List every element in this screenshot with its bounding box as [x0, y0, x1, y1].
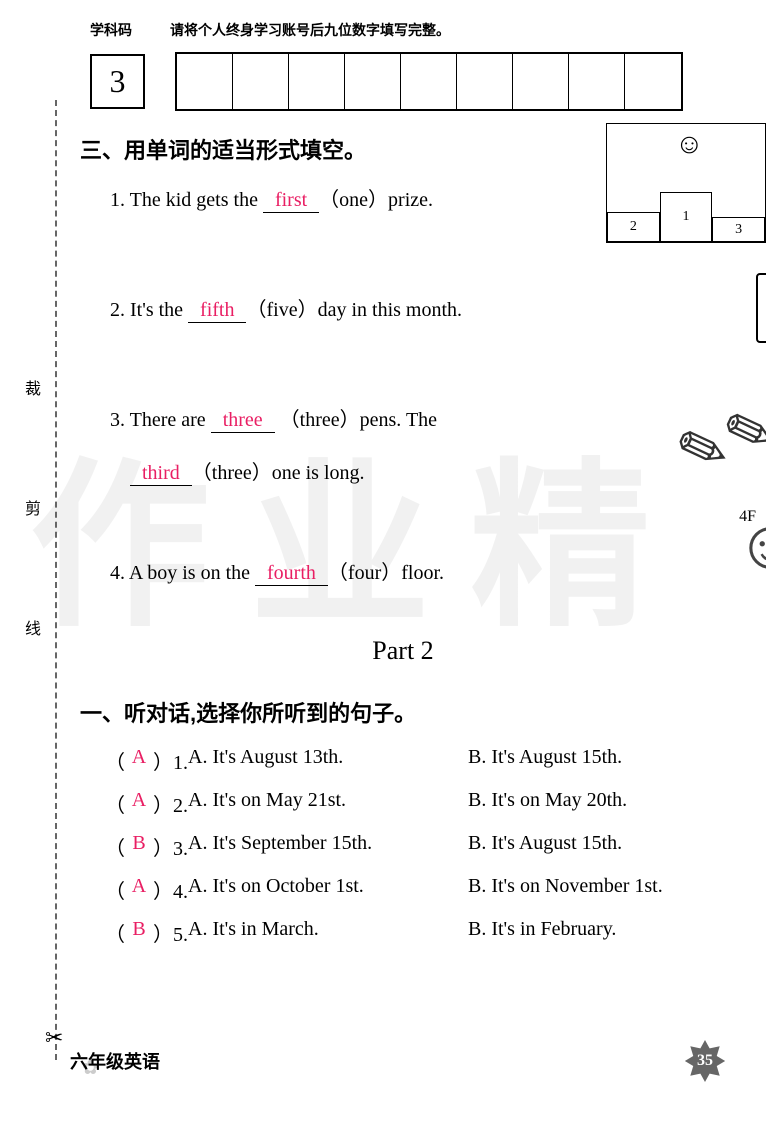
account-cell[interactable] [569, 54, 625, 109]
account-cell[interactable] [177, 54, 233, 109]
code-label: 学科码 [90, 20, 150, 40]
calendar-icon: 5月 5 [756, 273, 766, 343]
cut-side-text: 裁 剪 线 [18, 380, 42, 686]
question-4: 4. A boy is on the fourth（four）floor. 4F… [110, 556, 726, 586]
boy-icon: ☺ [735, 506, 766, 586]
listening-answer: A [125, 875, 153, 904]
q1-answer: first [263, 189, 319, 213]
podium-2: 2 [607, 212, 660, 242]
listening-answer: B [125, 832, 153, 861]
option-b: B. It's in February. [468, 918, 616, 947]
question-3: 3. There are three （three）pens. The thir… [110, 403, 726, 486]
subject-code-box: 3 [90, 54, 145, 109]
listening-list: （A）1. A. It's August 13th.B. It's August… [80, 746, 726, 947]
section1-title: 一、听对话,选择你所听到的句子。 [80, 696, 726, 728]
option-b: B. It's August 15th. [468, 746, 622, 775]
main-content: 三、用单词的适当形式填空。 1. The kid gets the first（… [80, 133, 726, 947]
header-labels-row: 学科码 请将个人终身学习账号后九位数字填写完整。 [90, 20, 726, 44]
option-a: A. It's September 15th. [188, 832, 468, 861]
scissors-icon: ✂ [45, 1025, 63, 1051]
option-a: A. It's in March. [188, 918, 468, 947]
account-cell[interactable] [625, 54, 681, 109]
account-cell[interactable] [233, 54, 289, 109]
cut-line [55, 100, 57, 1060]
option-a: A. It's on October 1st. [188, 875, 468, 904]
q3-mid: （three）pens. The [280, 409, 437, 431]
account-cell[interactable] [345, 54, 401, 109]
q4-post: （four）floor. [328, 562, 444, 584]
q2-pre: 2. It's the [110, 299, 188, 321]
listening-item: （A）4. A. It's on October 1st.B. It's on … [105, 875, 726, 904]
listening-item: （B）5. A. It's in March.B. It's in Februa… [105, 918, 726, 947]
podium-1: 1 [660, 192, 713, 242]
footer: 六年级英语 35 [70, 1040, 726, 1082]
cal-day: 5 [758, 296, 766, 328]
kid-icon: ☺ [675, 129, 704, 161]
question-1: 1. The kid gets the first（one）prize. ☺ 2… [110, 183, 726, 213]
q1-post: （one）prize. [319, 189, 433, 211]
q2-answer: fifth [188, 299, 246, 323]
listening-answer: A [125, 789, 153, 818]
account-cell[interactable] [457, 54, 513, 109]
listening-answer: A [125, 746, 153, 775]
part2-title: Part 2 [80, 636, 726, 666]
option-b: B. It's on May 20th. [468, 789, 627, 818]
option-a: A. It's August 13th. [188, 746, 468, 775]
boxes-row: 3 [90, 52, 726, 111]
account-boxes[interactable] [175, 52, 683, 111]
listening-answer: B [125, 918, 153, 947]
option-b: B. It's on November 1st. [468, 875, 663, 904]
account-cell[interactable] [401, 54, 457, 109]
q3-answer1: three [211, 409, 275, 433]
listening-item: （A）2. A. It's on May 21st.B. It's on May… [105, 789, 726, 818]
footer-text: 六年级英语 [70, 1048, 160, 1074]
cal-month: 5月 [758, 279, 766, 296]
page-number-badge: 35 [684, 1040, 726, 1082]
q3-post: （three）one is long. [192, 462, 365, 484]
q2-post: （five）day in this month. [246, 299, 462, 321]
q1-pre: 1. The kid gets the [110, 189, 263, 211]
account-cell[interactable] [513, 54, 569, 109]
pens-icon: ✎✎✎ [668, 374, 766, 491]
question-2: 2. It's the fifth（five）day in this month… [110, 293, 726, 323]
podium-icon: ☺ 2 1 3 [606, 123, 766, 243]
q3-pre: 3. There are [110, 409, 211, 431]
option-a: A. It's on May 21st. [188, 789, 468, 818]
q4-answer: fourth [255, 562, 328, 586]
account-cell[interactable] [289, 54, 345, 109]
listening-item: （B）3. A. It's September 15th.B. It's Aug… [105, 832, 726, 861]
listening-item: （A）1. A. It's August 13th.B. It's August… [105, 746, 726, 775]
q4-pre: 4. A boy is on the [110, 562, 255, 584]
podium-3: 3 [712, 217, 765, 242]
option-b: B. It's August 15th. [468, 832, 622, 861]
q3-answer2: third [130, 462, 192, 486]
account-label: 请将个人终身学习账号后九位数字填写完整。 [170, 20, 450, 40]
